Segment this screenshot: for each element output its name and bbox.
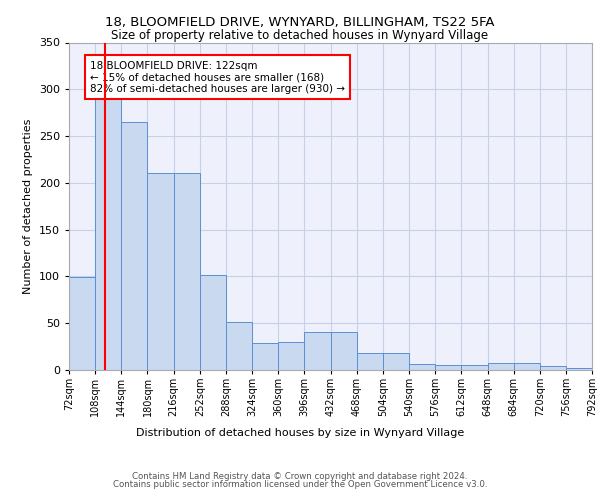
Bar <box>173 172 200 370</box>
Bar <box>592 367 600 370</box>
Bar <box>226 322 252 370</box>
Bar <box>435 366 461 370</box>
Text: Size of property relative to detached houses in Wynyard Village: Size of property relative to detached ho… <box>112 29 488 42</box>
Bar <box>409 364 435 370</box>
Text: 18 BLOOMFIELD DRIVE: 122sqm
← 15% of detached houses are smaller (168)
82% of se: 18 BLOOMFIELD DRIVE: 122sqm ← 15% of det… <box>90 60 345 94</box>
Bar <box>331 332 357 370</box>
Bar <box>540 366 566 370</box>
Text: Contains HM Land Registry data © Crown copyright and database right 2024.: Contains HM Land Registry data © Crown c… <box>132 472 468 481</box>
Bar <box>383 353 409 370</box>
Bar <box>488 364 514 370</box>
Bar <box>566 368 592 370</box>
Bar <box>200 276 226 370</box>
Bar <box>121 122 148 370</box>
Bar <box>252 343 278 370</box>
Bar <box>357 353 383 370</box>
Bar <box>69 278 95 370</box>
Bar <box>278 342 304 370</box>
Y-axis label: Number of detached properties: Number of detached properties <box>23 118 33 294</box>
Bar <box>95 98 121 370</box>
Text: Distribution of detached houses by size in Wynyard Village: Distribution of detached houses by size … <box>136 428 464 438</box>
Bar <box>148 172 173 370</box>
Bar <box>514 364 540 370</box>
Text: Contains public sector information licensed under the Open Government Licence v3: Contains public sector information licen… <box>113 480 487 489</box>
Bar <box>461 366 488 370</box>
Bar <box>304 332 331 370</box>
Text: 18, BLOOMFIELD DRIVE, WYNYARD, BILLINGHAM, TS22 5FA: 18, BLOOMFIELD DRIVE, WYNYARD, BILLINGHA… <box>105 16 495 29</box>
